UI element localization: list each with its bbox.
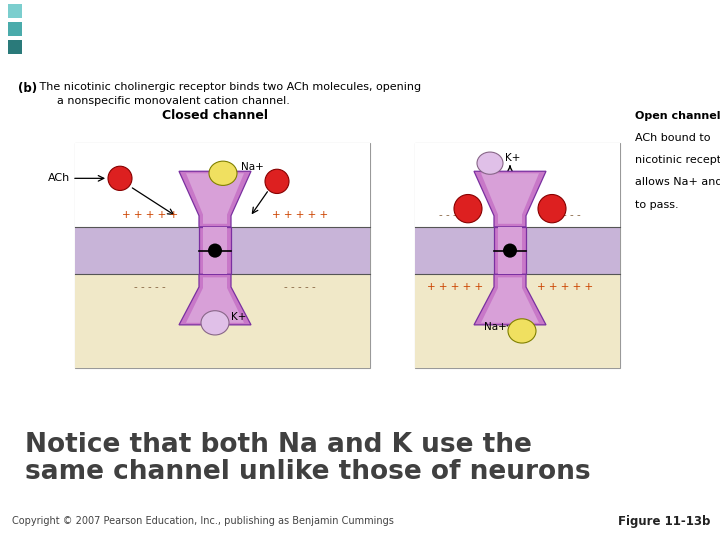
- Text: + + + + +: + + + + +: [537, 282, 593, 293]
- Bar: [498, 227, 522, 274]
- Text: - - - - -: - - - - -: [284, 282, 316, 293]
- Bar: [8, 4, 22, 18]
- Text: same channel unlike those of neurons: same channel unlike those of neurons: [25, 459, 590, 485]
- Ellipse shape: [201, 310, 229, 335]
- Bar: [203, 227, 227, 274]
- Text: - - - - -: - - - - -: [549, 210, 581, 220]
- Bar: [75, 274, 370, 368]
- Bar: [199, 227, 231, 274]
- Text: nicotinic receptor: nicotinic receptor: [635, 155, 720, 165]
- Polygon shape: [179, 274, 251, 325]
- Text: to pass.: to pass.: [635, 200, 679, 210]
- Bar: [415, 143, 620, 368]
- Text: The nicotinic cholinergic receptor binds two ACh molecules, opening
      a nons: The nicotinic cholinergic receptor binds…: [36, 82, 421, 106]
- Polygon shape: [481, 173, 539, 224]
- Polygon shape: [474, 274, 546, 325]
- Text: + + + + +: + + + + +: [122, 210, 178, 220]
- Text: - - - - -: - - - - -: [439, 210, 471, 220]
- Bar: [415, 227, 620, 274]
- Polygon shape: [186, 278, 244, 323]
- Text: + + + + +: + + + + +: [427, 282, 483, 293]
- Text: Notice that both Na and K use the: Notice that both Na and K use the: [25, 432, 532, 458]
- Text: Closed channel: Closed channel: [162, 109, 268, 122]
- Ellipse shape: [477, 152, 503, 174]
- Circle shape: [454, 194, 482, 223]
- Circle shape: [538, 194, 566, 223]
- Text: - - - - -: - - - - -: [134, 282, 166, 293]
- Bar: [75, 143, 370, 227]
- Circle shape: [108, 166, 132, 191]
- Bar: [8, 22, 22, 36]
- Polygon shape: [481, 278, 539, 323]
- Text: (b): (b): [18, 82, 37, 96]
- Bar: [8, 40, 22, 54]
- Bar: [415, 143, 620, 227]
- Text: ACh bound to: ACh bound to: [635, 133, 711, 143]
- Text: Events at the Neuromuscular Junction: Events at the Neuromuscular Junction: [32, 25, 508, 45]
- Text: ACh: ACh: [48, 173, 70, 184]
- Text: Na+: Na+: [484, 322, 507, 332]
- Circle shape: [265, 169, 289, 193]
- Bar: [415, 274, 620, 368]
- Polygon shape: [186, 173, 244, 224]
- Circle shape: [208, 244, 222, 258]
- Bar: [494, 227, 526, 274]
- Bar: [75, 143, 370, 368]
- Ellipse shape: [209, 161, 237, 185]
- Text: Na+: Na+: [241, 162, 264, 172]
- Polygon shape: [474, 171, 546, 227]
- Text: + + + + +: + + + + +: [272, 210, 328, 220]
- Ellipse shape: [508, 319, 536, 343]
- Text: allows Na+ and K+: allows Na+ and K+: [635, 177, 720, 187]
- Text: Open channel:: Open channel:: [635, 111, 720, 120]
- Text: Figure 11-13b: Figure 11-13b: [618, 515, 710, 528]
- Text: K+: K+: [505, 153, 521, 163]
- Text: K+: K+: [231, 312, 246, 322]
- Text: Copyright © 2007 Pearson Education, Inc., publishing as Benjamin Cummings: Copyright © 2007 Pearson Education, Inc.…: [12, 516, 394, 526]
- Bar: [75, 227, 370, 274]
- Circle shape: [503, 244, 517, 258]
- Polygon shape: [179, 171, 251, 227]
